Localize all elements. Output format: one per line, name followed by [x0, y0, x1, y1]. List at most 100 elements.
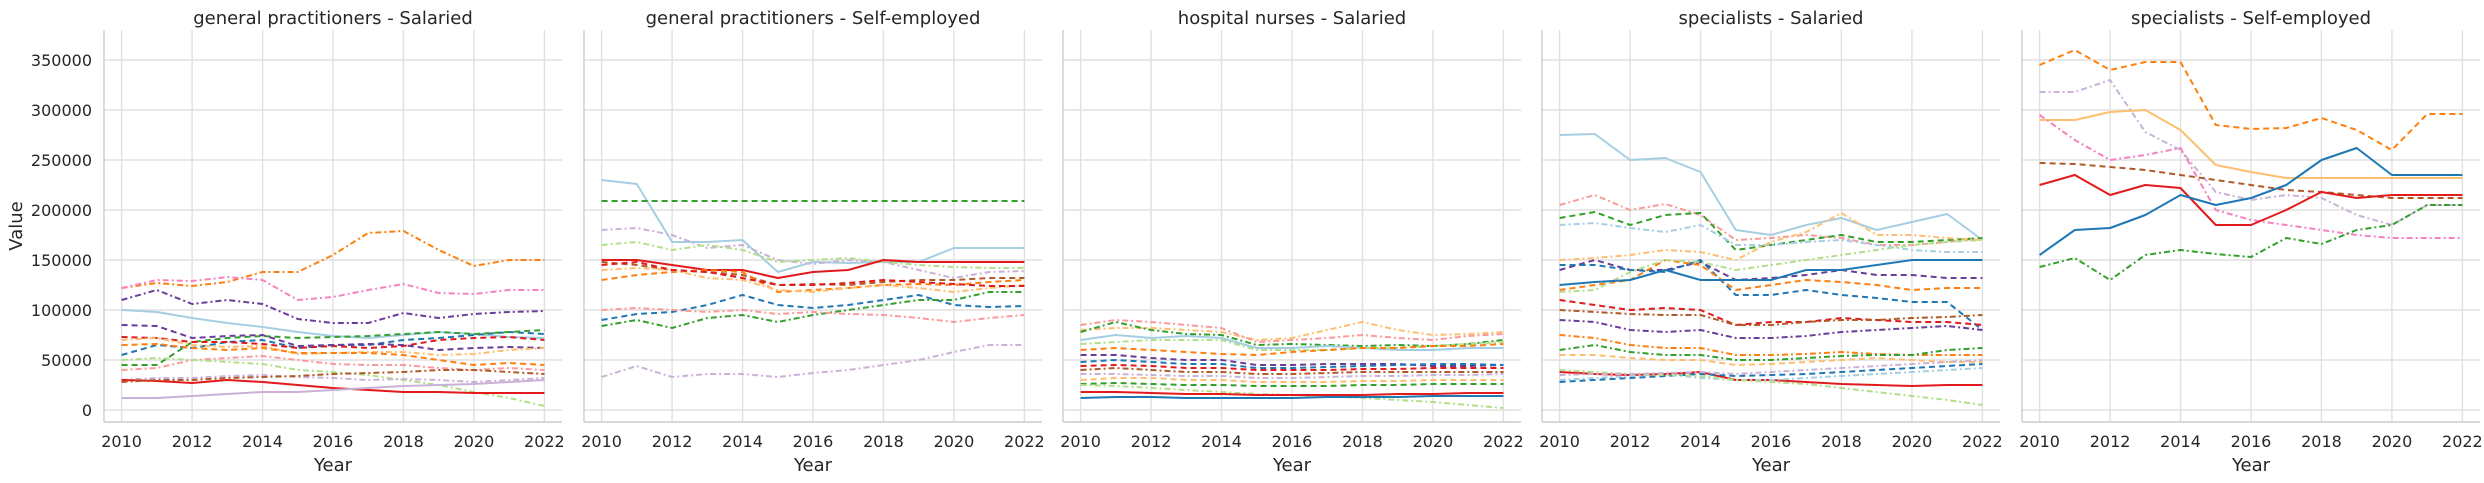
- series-line-8: [2039, 204, 2463, 281]
- series-line-15: [1559, 344, 1983, 361]
- series-line-15: [121, 369, 545, 383]
- x-tick-label: 2012: [1131, 432, 1172, 451]
- x-tick-label: 2020: [1892, 432, 1933, 451]
- x-tick-label: 2018: [1342, 432, 1383, 451]
- series-line-2: [121, 276, 545, 301]
- panel-title: general practitioners - Salaried: [193, 8, 473, 29]
- x-tick-label: 2012: [1610, 432, 1651, 451]
- x-tick-label: 2020: [2372, 432, 2413, 451]
- x-tick-label: 2010: [1539, 432, 1580, 451]
- panel-5: specialists - Self-employed 2010 2012 2014 2…: [2019, 8, 2482, 476]
- x-tick-label: 2014: [1201, 432, 1242, 451]
- x-tick-label: 2012: [172, 432, 213, 451]
- x-axis-label: Year: [2231, 455, 2271, 476]
- series-line-11: [601, 291, 1025, 329]
- series-line-12: [1080, 377, 1504, 383]
- x-tick-label: 2014: [2160, 432, 2201, 451]
- series-line-3: [121, 289, 545, 324]
- series-line-4: [121, 309, 545, 339]
- series-line-10: [121, 343, 545, 366]
- x-axis-label: Year: [793, 455, 833, 476]
- series-line-5: [1080, 319, 1504, 343]
- series-line-6: [1080, 343, 1504, 356]
- x-tick-label: 2010: [1060, 432, 1101, 451]
- series-line-19: [1559, 363, 1983, 383]
- series-line-6: [2039, 174, 2463, 226]
- x-tick-label: 2018: [1821, 432, 1862, 451]
- series-line-18: [1559, 367, 1983, 381]
- series-line-3: [1559, 211, 1983, 251]
- series-line-7: [1080, 354, 1504, 367]
- series-line-12: [1559, 309, 1983, 326]
- x-tick-label: 2020: [1413, 432, 1454, 451]
- series-line-7: [601, 269, 1025, 293]
- series-line-8: [1080, 359, 1504, 369]
- panel-2: general practitioners - Self-employed 201…: [581, 8, 1044, 476]
- series-line-9: [1080, 364, 1504, 371]
- series-line-9: [1559, 239, 1983, 293]
- series-line-5: [1559, 212, 1983, 261]
- x-axis-label: Year: [1751, 455, 1791, 476]
- y-tick-label: 100000: [31, 301, 92, 320]
- series-line-5: [2039, 162, 2463, 199]
- panel-title: specialists - Self-employed: [2131, 8, 2371, 29]
- y-axis-label: Value: [6, 201, 27, 250]
- series-line-4: [1559, 222, 1983, 253]
- panel-4: specialists - Salaried 2010 2012 2014 2016 20…: [1539, 8, 2002, 476]
- series-line-5: [601, 259, 1025, 279]
- panel-title: hospital nurses - Salaried: [1178, 8, 1406, 29]
- y-tick-label: 50000: [41, 351, 92, 370]
- x-tick-label: 2012: [2090, 432, 2131, 451]
- y-tick-label: 250000: [31, 151, 92, 170]
- x-tick-label: 2016: [313, 432, 354, 451]
- series-line-13: [121, 374, 545, 383]
- x-tick-label: 2016: [1272, 432, 1313, 451]
- series-line-3: [2039, 109, 2463, 179]
- x-tick-label: 2016: [2231, 432, 2272, 451]
- y-tick-label: 0: [82, 401, 92, 420]
- series-line-10: [1559, 259, 1983, 286]
- series-line-13: [1080, 382, 1504, 387]
- x-tick-label: 2016: [1751, 432, 1792, 451]
- x-tick-label: 2014: [1680, 432, 1721, 451]
- series-line-12: [601, 344, 1025, 378]
- series-line-1: [1559, 133, 1983, 241]
- x-tick-label: 2010: [101, 432, 142, 451]
- x-tick-label: 2018: [863, 432, 904, 451]
- series-line-9: [601, 261, 1025, 287]
- panels: general practitioners - Salaried 2010 2012…: [31, 8, 2483, 476]
- series-line-11: [1559, 299, 1983, 326]
- panel-title: general practitioners - Self-employed: [646, 8, 981, 29]
- series-line-14: [121, 379, 545, 394]
- series-line-1: [1080, 321, 1504, 341]
- series-line-3: [1080, 334, 1504, 351]
- series-line-15: [1080, 391, 1504, 396]
- x-axis-label: Year: [1272, 455, 1312, 476]
- series-line-3: [601, 227, 1025, 279]
- series-line-2: [1559, 194, 1983, 246]
- x-tick-label: 2022: [1962, 432, 2003, 451]
- y-tick-label: 150000: [31, 251, 92, 270]
- panel-3: hospital nurses - Salaried 2010 2012 2014 20…: [1060, 8, 1523, 476]
- x-tick-label: 2018: [383, 432, 424, 451]
- y-tick-label: 200000: [31, 201, 92, 220]
- series-line-11: [1080, 373, 1504, 379]
- x-tick-label: 2022: [1004, 432, 1045, 451]
- series-line-16: [1559, 354, 1983, 366]
- series-line-7: [2039, 147, 2463, 256]
- x-tick-label: 2022: [1483, 432, 1524, 451]
- series-line-16: [1080, 395, 1504, 399]
- series-line-2: [2039, 79, 2463, 226]
- x-tick-label: 2020: [934, 432, 975, 451]
- y-tick-label: 350000: [31, 51, 92, 70]
- series-line-10: [1080, 367, 1504, 375]
- series-line-1: [121, 230, 545, 289]
- x-tick-label: 2010: [2019, 432, 2060, 451]
- series-line-13: [601, 307, 1025, 323]
- x-tick-label: 2020: [454, 432, 495, 451]
- series-line-13: [1559, 319, 1983, 339]
- series-line-21: [1559, 359, 1983, 376]
- series-line-8: [121, 324, 545, 351]
- x-tick-label: 2022: [524, 432, 565, 451]
- y-tick-label: 300000: [31, 101, 92, 120]
